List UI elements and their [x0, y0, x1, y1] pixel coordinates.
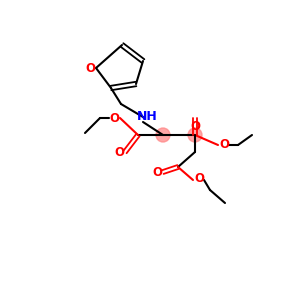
Text: O: O	[109, 112, 119, 124]
Text: O: O	[194, 172, 204, 185]
Text: O: O	[219, 139, 229, 152]
Text: O: O	[190, 119, 200, 133]
Text: NH: NH	[136, 110, 158, 122]
Text: O: O	[152, 166, 162, 178]
Circle shape	[156, 128, 170, 142]
Circle shape	[188, 128, 202, 142]
Text: O: O	[85, 61, 95, 74]
Text: O: O	[114, 146, 124, 160]
